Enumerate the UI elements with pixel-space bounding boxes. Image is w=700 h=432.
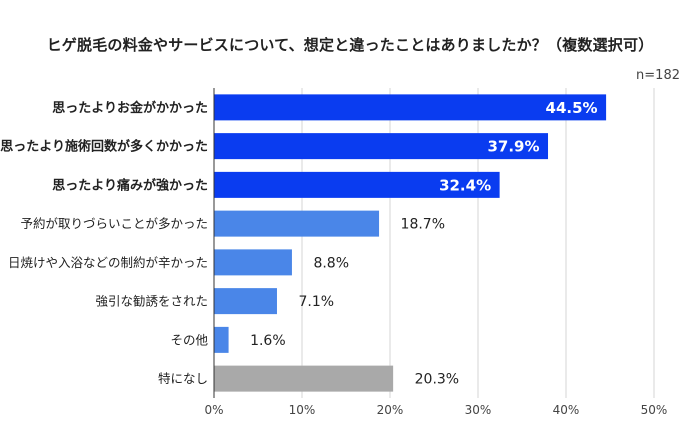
- data-label: 37.9%: [487, 138, 539, 156]
- data-label: 20.3%: [415, 372, 459, 388]
- bar: [214, 326, 229, 353]
- bar: [214, 133, 549, 160]
- bar: [214, 249, 292, 276]
- x-tick-label: 50%: [641, 403, 668, 417]
- bar: [214, 365, 394, 392]
- data-label: 18.7%: [401, 217, 445, 233]
- category-label: その他: [170, 332, 208, 347]
- x-tick-label: 0%: [204, 403, 223, 417]
- bar: [214, 210, 380, 237]
- category-label: 思ったより痛みが強かった: [52, 177, 208, 193]
- category-label: 思ったよりお金がかかった: [52, 100, 208, 116]
- data-label: 8.8%: [313, 255, 349, 271]
- sample-size-note: n=182: [636, 68, 680, 83]
- data-label: 44.5%: [546, 99, 598, 117]
- x-tick-label: 20%: [377, 403, 404, 417]
- bar: [214, 288, 277, 315]
- x-tick-label: 10%: [289, 403, 316, 417]
- data-label: 7.1%: [298, 294, 334, 310]
- category-label: 予約が取りづらいことが多かった: [20, 216, 208, 231]
- category-label: 強引な勧誘をされた: [95, 294, 208, 309]
- bar: [214, 171, 500, 198]
- bar: [214, 94, 607, 121]
- data-label: 1.6%: [250, 333, 286, 349]
- x-tick-label: 30%: [465, 403, 492, 417]
- chart-title: ヒゲ脱毛の料金やサービスについて、想定と違ったことはありましたか？（複数選択可）: [46, 36, 654, 54]
- category-label: 思ったより施術回数が多くかかった: [0, 139, 208, 155]
- x-tick-label: 40%: [553, 403, 580, 417]
- category-label: 特になし: [158, 371, 208, 386]
- data-label: 32.4%: [439, 176, 491, 194]
- category-label: 日焼けや入浴などの制約が辛かった: [8, 255, 208, 270]
